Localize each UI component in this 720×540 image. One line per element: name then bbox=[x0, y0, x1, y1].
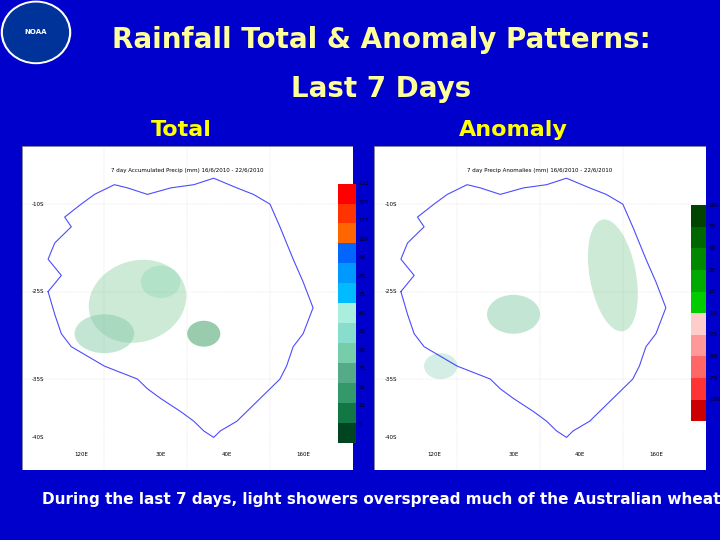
Text: 160E: 160E bbox=[649, 452, 663, 457]
Text: Last 7 Days: Last 7 Days bbox=[292, 75, 472, 103]
Text: 85: 85 bbox=[359, 274, 365, 279]
FancyBboxPatch shape bbox=[691, 378, 706, 400]
Text: -10S: -10S bbox=[32, 201, 44, 207]
Text: 65: 65 bbox=[359, 310, 365, 316]
FancyBboxPatch shape bbox=[338, 244, 356, 264]
Text: 40E: 40E bbox=[222, 452, 232, 457]
Text: 15: 15 bbox=[708, 289, 716, 294]
Circle shape bbox=[1, 1, 71, 64]
Text: -75: -75 bbox=[708, 375, 717, 381]
FancyBboxPatch shape bbox=[691, 205, 706, 227]
Ellipse shape bbox=[424, 353, 457, 379]
FancyBboxPatch shape bbox=[374, 146, 706, 470]
FancyBboxPatch shape bbox=[338, 423, 356, 443]
Text: Rainfall Total & Anomaly Patterns:: Rainfall Total & Anomaly Patterns: bbox=[112, 26, 651, 54]
Text: 35: 35 bbox=[359, 366, 365, 371]
Text: Total: Total bbox=[151, 119, 212, 140]
FancyBboxPatch shape bbox=[691, 335, 706, 356]
Text: 95: 95 bbox=[359, 255, 365, 260]
FancyBboxPatch shape bbox=[338, 264, 356, 284]
FancyBboxPatch shape bbox=[691, 313, 706, 335]
Text: 15: 15 bbox=[359, 403, 365, 408]
FancyBboxPatch shape bbox=[338, 303, 356, 323]
FancyBboxPatch shape bbox=[22, 146, 353, 470]
Text: 7 day Accumulated Precip (mm) 16/6/2010 - 22/6/2010: 7 day Accumulated Precip (mm) 16/6/2010 … bbox=[111, 168, 264, 173]
Text: 50: 50 bbox=[708, 246, 716, 251]
Text: -35S: -35S bbox=[32, 376, 44, 382]
Ellipse shape bbox=[89, 260, 186, 343]
Ellipse shape bbox=[588, 219, 638, 332]
Text: 75: 75 bbox=[708, 224, 716, 230]
Text: 25: 25 bbox=[708, 267, 716, 273]
Text: 45: 45 bbox=[359, 348, 365, 353]
Text: 120E: 120E bbox=[427, 452, 441, 457]
Text: NOAA: NOAA bbox=[24, 29, 48, 36]
FancyBboxPatch shape bbox=[338, 343, 356, 363]
Text: -50: -50 bbox=[708, 354, 717, 359]
FancyBboxPatch shape bbox=[691, 400, 706, 421]
Text: 100: 100 bbox=[708, 202, 719, 208]
Ellipse shape bbox=[187, 321, 220, 347]
FancyBboxPatch shape bbox=[338, 323, 356, 343]
FancyBboxPatch shape bbox=[691, 292, 706, 313]
Text: Anomaly: Anomaly bbox=[459, 119, 567, 140]
Text: 135: 135 bbox=[359, 181, 369, 186]
Text: -10S: -10S bbox=[384, 201, 397, 207]
Text: 107: 107 bbox=[359, 237, 369, 241]
Ellipse shape bbox=[487, 295, 540, 334]
Text: -40S: -40S bbox=[384, 435, 397, 440]
FancyBboxPatch shape bbox=[338, 224, 356, 244]
Text: 30E: 30E bbox=[508, 452, 518, 457]
Text: 30E: 30E bbox=[156, 452, 166, 457]
FancyBboxPatch shape bbox=[338, 204, 356, 224]
FancyBboxPatch shape bbox=[338, 403, 356, 423]
Ellipse shape bbox=[141, 266, 181, 298]
Text: 115: 115 bbox=[359, 218, 369, 223]
Text: 75: 75 bbox=[359, 292, 365, 297]
FancyBboxPatch shape bbox=[691, 356, 706, 378]
Text: -25S: -25S bbox=[384, 289, 397, 294]
Ellipse shape bbox=[75, 314, 134, 353]
Text: 55: 55 bbox=[359, 329, 365, 334]
Text: -15: -15 bbox=[708, 310, 717, 316]
Text: 125: 125 bbox=[359, 200, 369, 205]
Text: During the last 7 days, light showers overspread much of the Australian wheat be: During the last 7 days, light showers ov… bbox=[42, 492, 720, 507]
Text: -25S: -25S bbox=[32, 289, 44, 294]
Text: -100: -100 bbox=[708, 397, 720, 402]
Text: 5: 5 bbox=[359, 422, 361, 427]
FancyBboxPatch shape bbox=[338, 363, 356, 383]
Text: 25: 25 bbox=[359, 385, 365, 390]
Text: -40S: -40S bbox=[32, 435, 44, 440]
Text: 160E: 160E bbox=[296, 452, 310, 457]
FancyBboxPatch shape bbox=[691, 270, 706, 292]
FancyBboxPatch shape bbox=[338, 383, 356, 403]
FancyBboxPatch shape bbox=[338, 184, 356, 204]
Text: 40E: 40E bbox=[575, 452, 585, 457]
Text: 7 day Precip Anomalies (mm) 16/6/2010 - 22/6/2010: 7 day Precip Anomalies (mm) 16/6/2010 - … bbox=[467, 168, 613, 173]
FancyBboxPatch shape bbox=[691, 227, 706, 248]
Circle shape bbox=[4, 3, 68, 62]
Text: -25: -25 bbox=[708, 332, 717, 338]
FancyBboxPatch shape bbox=[338, 284, 356, 303]
FancyBboxPatch shape bbox=[691, 248, 706, 270]
Text: -35S: -35S bbox=[384, 376, 397, 382]
Text: 120E: 120E bbox=[74, 452, 88, 457]
